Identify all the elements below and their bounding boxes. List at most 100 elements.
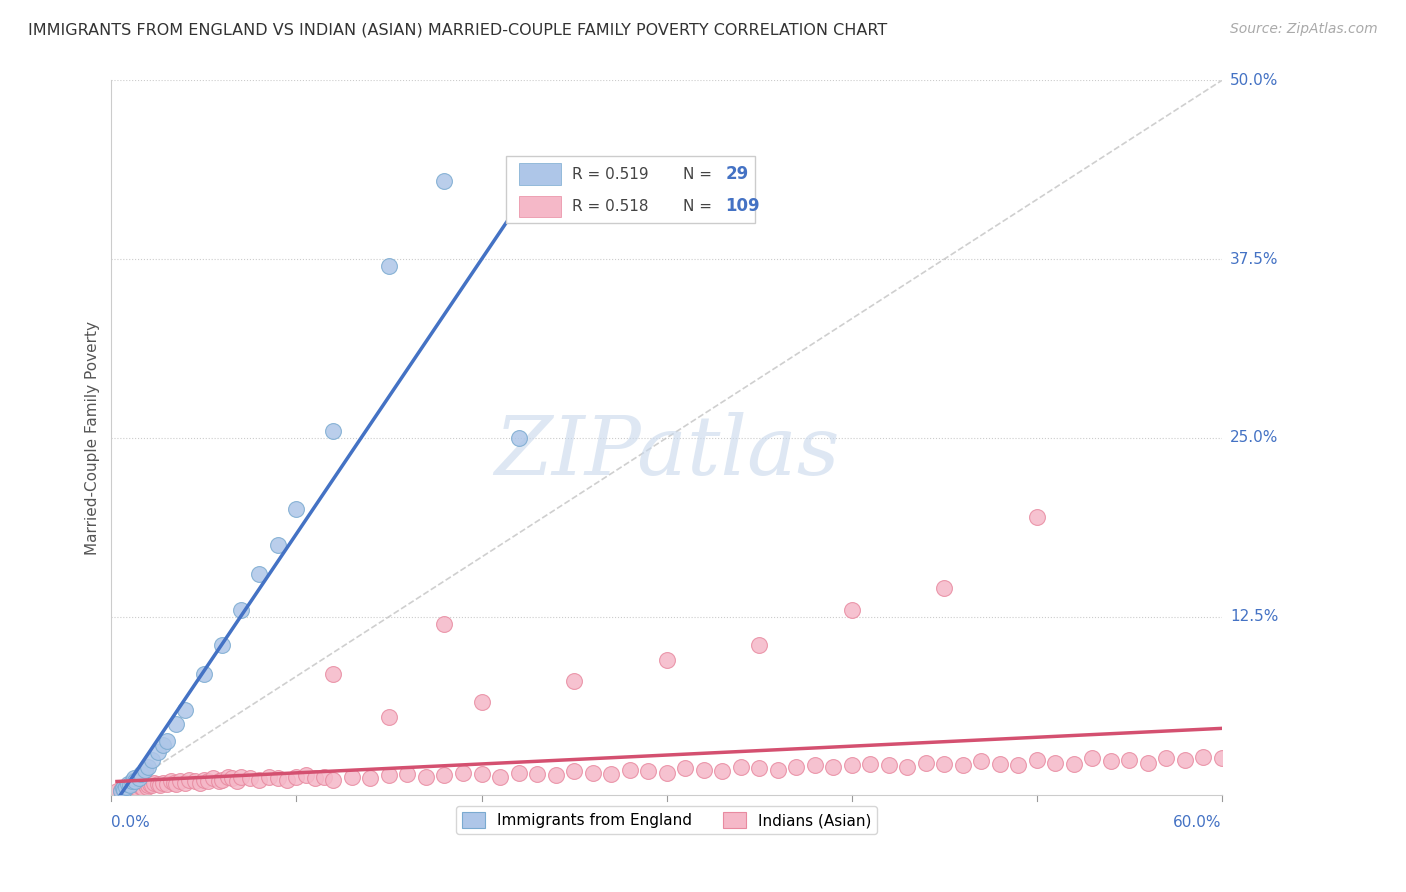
Point bbox=[489, 770, 512, 784]
Point bbox=[1007, 758, 1029, 772]
Point bbox=[257, 770, 280, 784]
Point bbox=[285, 502, 308, 516]
Point bbox=[841, 602, 863, 616]
Text: N =: N = bbox=[683, 199, 713, 214]
Point bbox=[304, 771, 326, 785]
Point bbox=[156, 777, 179, 791]
Point bbox=[112, 781, 135, 796]
Point bbox=[141, 778, 163, 792]
Point bbox=[451, 765, 474, 780]
Point bbox=[129, 780, 152, 794]
Point bbox=[896, 760, 918, 774]
Text: 50.0%: 50.0% bbox=[1230, 73, 1278, 88]
Point bbox=[229, 602, 252, 616]
FancyBboxPatch shape bbox=[519, 163, 561, 185]
Point bbox=[340, 770, 363, 784]
Text: R = 0.519: R = 0.519 bbox=[572, 167, 648, 182]
Point bbox=[159, 774, 181, 789]
Text: 12.5%: 12.5% bbox=[1230, 609, 1278, 624]
Point bbox=[193, 666, 215, 681]
Point bbox=[877, 758, 900, 772]
Point bbox=[105, 784, 128, 798]
Point bbox=[229, 770, 252, 784]
Point bbox=[859, 756, 882, 771]
Point bbox=[202, 771, 225, 785]
Point bbox=[267, 771, 290, 785]
Point bbox=[1211, 751, 1233, 765]
Point bbox=[139, 777, 162, 791]
Point bbox=[711, 764, 734, 778]
Point bbox=[766, 763, 789, 777]
Point bbox=[673, 761, 696, 775]
Point bbox=[655, 765, 678, 780]
Point bbox=[134, 763, 156, 777]
Point bbox=[1174, 753, 1197, 767]
Point bbox=[141, 753, 163, 767]
FancyBboxPatch shape bbox=[519, 195, 561, 218]
Point bbox=[188, 775, 211, 789]
Point bbox=[1136, 756, 1159, 770]
Text: IMMIGRANTS FROM ENGLAND VS INDIAN (ASIAN) MARRIED-COUPLE FAMILY POVERTY CORRELAT: IMMIGRANTS FROM ENGLAND VS INDIAN (ASIAN… bbox=[28, 22, 887, 37]
Point bbox=[748, 761, 770, 775]
Point bbox=[128, 771, 150, 785]
Point bbox=[544, 768, 567, 782]
Legend: Immigrants from England, Indians (Asian): Immigrants from England, Indians (Asian) bbox=[456, 806, 877, 834]
Point bbox=[1043, 756, 1066, 770]
Point bbox=[127, 781, 149, 796]
FancyBboxPatch shape bbox=[506, 155, 755, 224]
Point bbox=[952, 758, 974, 772]
Point bbox=[169, 774, 191, 789]
Point bbox=[146, 777, 169, 791]
Point bbox=[197, 774, 219, 789]
Point bbox=[823, 760, 845, 774]
Point bbox=[138, 778, 160, 792]
Point bbox=[110, 784, 132, 798]
Point bbox=[179, 772, 201, 787]
Point bbox=[322, 772, 344, 787]
Text: N =: N = bbox=[683, 167, 713, 182]
Point bbox=[115, 782, 138, 797]
Text: 29: 29 bbox=[725, 165, 748, 183]
Text: 0.0%: 0.0% bbox=[111, 814, 150, 830]
Point bbox=[124, 780, 146, 794]
Point bbox=[619, 763, 641, 777]
Point bbox=[267, 538, 290, 552]
Point bbox=[378, 260, 401, 274]
Text: 60.0%: 60.0% bbox=[1173, 814, 1222, 830]
Point bbox=[285, 770, 308, 784]
Point bbox=[129, 767, 152, 781]
Point bbox=[932, 756, 955, 771]
Point bbox=[433, 173, 456, 187]
Point bbox=[211, 638, 233, 652]
Point bbox=[110, 782, 132, 797]
Text: 25.0%: 25.0% bbox=[1230, 431, 1278, 445]
Point bbox=[115, 780, 138, 794]
Point bbox=[132, 781, 155, 796]
Text: 37.5%: 37.5% bbox=[1230, 252, 1278, 267]
Point bbox=[118, 780, 141, 794]
Point bbox=[1154, 751, 1177, 765]
Point bbox=[174, 775, 197, 789]
Point bbox=[135, 780, 157, 794]
Point bbox=[730, 760, 752, 774]
Point bbox=[1063, 756, 1085, 771]
Point bbox=[208, 774, 231, 789]
Point bbox=[211, 772, 233, 787]
Point bbox=[148, 778, 170, 792]
Text: ZIPatlas: ZIPatlas bbox=[494, 412, 839, 492]
Point bbox=[841, 758, 863, 772]
Point bbox=[165, 777, 187, 791]
Point bbox=[396, 767, 419, 781]
Point bbox=[655, 652, 678, 666]
Point bbox=[146, 746, 169, 760]
Point bbox=[138, 760, 160, 774]
Point bbox=[562, 764, 585, 778]
Point bbox=[217, 770, 239, 784]
Point bbox=[692, 763, 714, 777]
Point bbox=[134, 777, 156, 791]
Point bbox=[249, 566, 271, 581]
Point bbox=[378, 710, 401, 724]
Point bbox=[415, 770, 437, 784]
Point bbox=[526, 767, 548, 781]
Point bbox=[470, 696, 492, 710]
